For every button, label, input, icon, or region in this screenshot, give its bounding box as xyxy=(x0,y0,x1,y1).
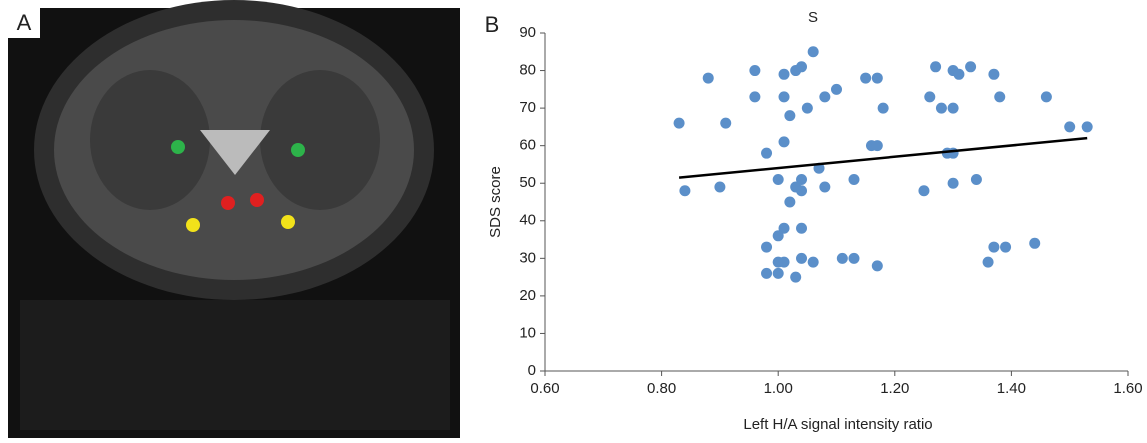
point xyxy=(988,68,1000,80)
point xyxy=(796,252,808,264)
point xyxy=(1000,241,1012,253)
point xyxy=(1064,121,1076,133)
point xyxy=(801,102,813,114)
point xyxy=(679,185,691,197)
point xyxy=(871,260,883,272)
marker xyxy=(221,196,235,210)
point xyxy=(720,117,732,129)
y-tick-label: 50 xyxy=(519,174,536,191)
x-tick-label: 0.60 xyxy=(530,380,559,397)
trendline xyxy=(678,136,1088,179)
y-tick-label: 10 xyxy=(519,324,536,341)
point xyxy=(778,68,790,80)
point xyxy=(714,181,726,193)
neck-region xyxy=(20,300,450,430)
point xyxy=(848,252,860,264)
point xyxy=(790,271,802,283)
point xyxy=(935,102,947,114)
y-tick-label: 0 xyxy=(528,362,536,379)
point xyxy=(1029,237,1041,249)
x-tick-label: 1.00 xyxy=(764,380,793,397)
brain-right xyxy=(260,70,380,210)
point xyxy=(784,110,796,122)
point xyxy=(778,222,790,234)
x-tick-label: 1.40 xyxy=(997,380,1026,397)
marker xyxy=(281,215,295,229)
point xyxy=(947,177,959,189)
point xyxy=(784,196,796,208)
point xyxy=(807,46,819,58)
point xyxy=(749,65,761,77)
point xyxy=(982,256,994,268)
y-tick-label: 20 xyxy=(519,287,536,304)
point xyxy=(1081,121,1093,133)
point xyxy=(988,241,1000,253)
point xyxy=(761,241,773,253)
point xyxy=(796,173,808,185)
point xyxy=(778,91,790,103)
point xyxy=(772,230,784,242)
point xyxy=(673,117,685,129)
label-box xyxy=(8,8,40,38)
point xyxy=(836,252,848,264)
point xyxy=(749,91,761,103)
brain-left xyxy=(90,70,210,210)
point xyxy=(796,185,808,197)
marker xyxy=(250,193,264,207)
panel-label: A xyxy=(17,10,32,35)
marker xyxy=(171,140,185,154)
point xyxy=(860,72,872,84)
marker xyxy=(186,218,200,232)
point xyxy=(871,72,883,84)
chart-title: S xyxy=(808,9,818,26)
point xyxy=(761,267,773,279)
x-tick-label: 1.60 xyxy=(1113,380,1142,397)
point xyxy=(953,68,965,80)
y-axis-label: SDS score xyxy=(487,166,504,238)
marker xyxy=(291,143,305,157)
ventricle xyxy=(200,130,270,175)
point xyxy=(819,91,831,103)
panel-label: B xyxy=(485,12,500,37)
x-axis-label: Left H/A signal intensity ratio xyxy=(743,416,932,433)
point xyxy=(778,136,790,148)
point xyxy=(796,61,808,73)
point xyxy=(819,181,831,193)
point xyxy=(1040,91,1052,103)
y-tick-label: 80 xyxy=(519,62,536,79)
point xyxy=(947,147,959,159)
mri-panel: A xyxy=(8,0,460,438)
point xyxy=(848,173,860,185)
y-tick-label: 70 xyxy=(519,99,536,116)
point xyxy=(761,147,773,159)
point xyxy=(930,61,942,73)
x-tick-label: 0.80 xyxy=(647,380,676,397)
point xyxy=(918,185,930,197)
point xyxy=(772,267,784,279)
point xyxy=(924,91,936,103)
y-tick-label: 90 xyxy=(519,24,536,41)
point xyxy=(947,102,959,114)
point xyxy=(965,61,977,73)
point xyxy=(807,256,819,268)
point xyxy=(831,83,842,95)
point xyxy=(994,91,1006,103)
x-tick-label: 1.20 xyxy=(880,380,909,397)
point xyxy=(796,222,808,234)
y-tick-label: 40 xyxy=(519,212,536,229)
point xyxy=(877,102,889,114)
point xyxy=(970,173,982,185)
point xyxy=(702,72,714,84)
point xyxy=(778,256,790,268)
point xyxy=(772,173,784,185)
point xyxy=(871,140,883,152)
y-tick-label: 60 xyxy=(519,137,536,154)
y-tick-label: 30 xyxy=(519,249,536,266)
